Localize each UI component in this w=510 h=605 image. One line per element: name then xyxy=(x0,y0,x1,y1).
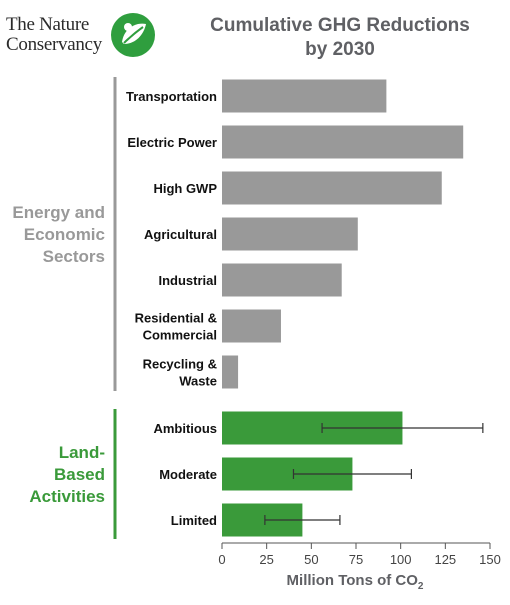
group-label: Based xyxy=(54,465,105,484)
x-tick-label: 100 xyxy=(390,552,412,567)
logo-text-line2: Conservancy xyxy=(6,34,102,55)
category-label: Agricultural xyxy=(144,227,217,242)
leaf-logo-icon xyxy=(111,13,155,57)
chart-title-line-1: Cumulative GHG Reductions xyxy=(210,15,470,36)
category-label: High GWP xyxy=(153,181,217,196)
x-axis-label-text: Million Tons of CO xyxy=(286,572,418,589)
x-tick-label: 0 xyxy=(218,552,225,567)
bar xyxy=(222,309,281,343)
group-label: Energy and xyxy=(12,203,105,222)
bar xyxy=(222,217,358,251)
x-tick-label: 75 xyxy=(349,552,363,567)
category-label: Residential & xyxy=(135,311,217,326)
category-label: Transportation xyxy=(126,89,217,104)
bar xyxy=(222,171,442,205)
category-label: Electric Power xyxy=(127,135,217,150)
group-label: Activities xyxy=(29,487,105,506)
x-tick-label: 50 xyxy=(304,552,318,567)
x-tick-label: 125 xyxy=(434,552,456,567)
bar xyxy=(222,79,387,113)
x-axis-label-subscript: 2 xyxy=(417,581,424,592)
category-label: Limited xyxy=(171,513,217,528)
x-tick-label: 150 xyxy=(479,552,501,567)
category-label: Industrial xyxy=(158,273,217,288)
category-label: Ambitious xyxy=(153,421,217,436)
group-label: Sectors xyxy=(43,247,105,266)
chart-title: Cumulative GHG Reductions by 2030 xyxy=(190,14,490,62)
category-label: Recycling & xyxy=(143,357,217,372)
group-label: Economic xyxy=(24,225,105,244)
bar xyxy=(222,355,239,389)
bar xyxy=(222,263,342,297)
logo-text-line1: The Nature xyxy=(6,14,89,35)
group-label: Land- xyxy=(59,443,105,462)
category-label: Waste xyxy=(179,374,217,389)
category-label: Commercial xyxy=(143,328,217,343)
x-axis-label: Million Tons of CO2 xyxy=(220,572,490,592)
logo: The Nature Conservancy xyxy=(6,12,156,62)
chart-title-line-2: by 2030 xyxy=(305,39,375,60)
bar xyxy=(222,125,464,159)
category-label: Moderate xyxy=(159,467,217,482)
x-tick-label: 25 xyxy=(259,552,273,567)
